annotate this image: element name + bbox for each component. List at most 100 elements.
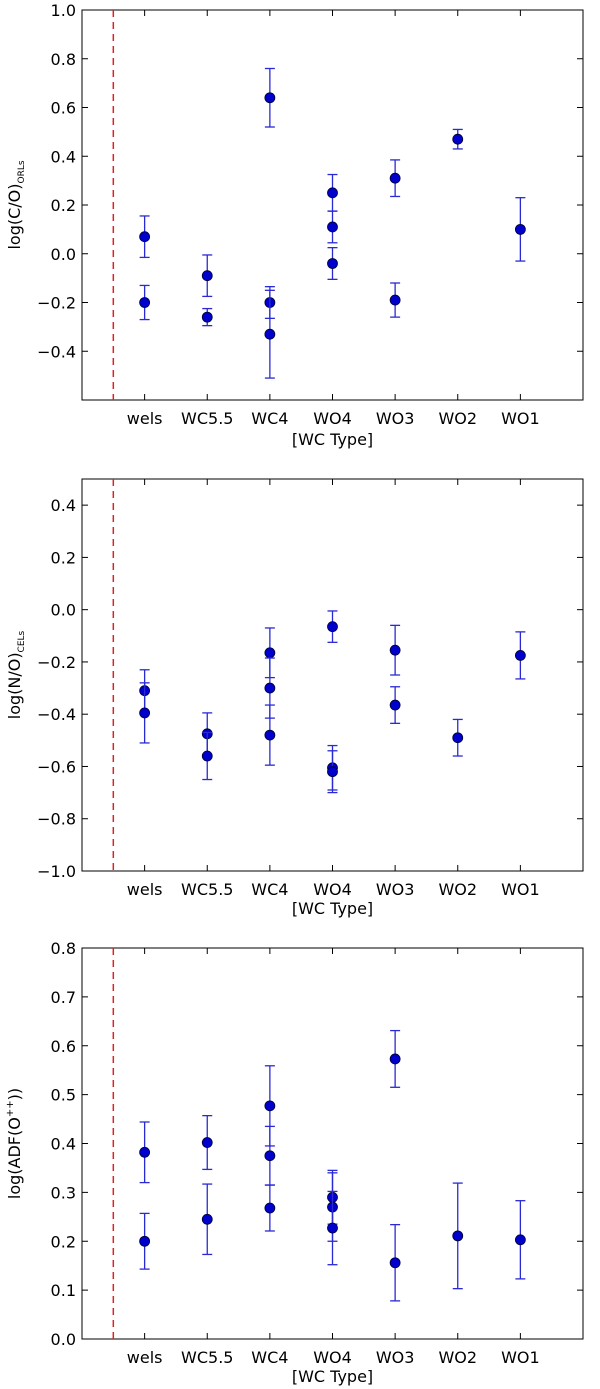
adf-marker: [264, 1100, 276, 1112]
no-marker: [264, 647, 276, 659]
adf-ytick-label: 0.2: [51, 1232, 76, 1251]
co-xtick-label-wo4: WO4: [313, 409, 352, 428]
adf-ytick-label: 0.0: [51, 1330, 76, 1349]
co-xtick-label-wc4: WC4: [251, 409, 288, 428]
adf-marker: [389, 1257, 401, 1269]
adf-ytick-label: 0.3: [51, 1183, 76, 1202]
co-data-point: [264, 289, 276, 379]
chart-panel-adf: 0.0 0.1 0.2 0.3 0.4 0.5 0.6 0.7 0.8 wels WC5.5 WC4 W…: [5, 939, 584, 1386]
adf-data-point: [264, 1184, 276, 1232]
co-xtick-label-wels: wels: [127, 409, 163, 428]
no-marker: [264, 682, 276, 694]
no-marker: [389, 699, 401, 711]
adf-xtick-label-wc5-5: WC5.5: [181, 1348, 233, 1367]
co-marker: [327, 187, 338, 199]
adf-data-point: [514, 1200, 526, 1280]
adf-marker: [514, 1234, 526, 1246]
adf-xtick-label-wo1: WO1: [501, 1348, 540, 1367]
no-ytick-label: −0.4: [37, 705, 76, 724]
co-ytick-label: 0.0: [51, 245, 76, 264]
co-data-point: [327, 247, 338, 280]
co-ytick-label: 1.0: [51, 1, 76, 20]
co-data-point: [264, 67, 276, 128]
no-data-point: [389, 686, 401, 724]
no-data-point: [327, 750, 338, 794]
no-xtick-label-wc4: WC4: [251, 880, 288, 899]
adf-plot-frame: [81, 947, 584, 1340]
no-marker: [327, 621, 338, 633]
co-ytick-label: 0.4: [51, 147, 76, 166]
adf-data-point: [139, 1121, 151, 1184]
no-xtick-label-wo4: WO4: [313, 880, 352, 899]
co-marker: [139, 297, 151, 308]
no-ytick-label: −0.2: [37, 653, 76, 672]
adf-xtick-label-wo3: WO3: [376, 1348, 415, 1367]
co-marker: [389, 172, 401, 184]
no-data-point: [514, 631, 526, 680]
no-marker: [139, 707, 151, 719]
co-marker: [264, 328, 276, 340]
no-marker: [201, 750, 213, 762]
no-x-axis-title: [WC Type]: [292, 899, 373, 918]
adf-data-point: [327, 1190, 338, 1266]
co-data-point: [327, 210, 338, 244]
co-data-point: [452, 128, 464, 150]
adf-marker: [264, 1150, 276, 1162]
co-marker: [514, 223, 526, 235]
no-xtick-label-wels: wels: [127, 880, 163, 899]
chart-panel-no-ratio: −1.0 −0.8 −0.6 −0.4 −0.2 0.0 0.2 0.4 wels WC5.5 WC…: [5, 478, 584, 918]
no-ytick-label: −0.6: [37, 757, 76, 776]
co-marker: [201, 311, 213, 323]
adf-data-point: [452, 1182, 464, 1290]
no-ytick-label: −1.0: [37, 862, 76, 881]
no-marker: [514, 650, 526, 661]
co-marker: [201, 270, 213, 282]
no-ytick-label: 0.4: [51, 496, 76, 515]
co-data-point: [389, 159, 401, 198]
no-marker: [452, 732, 464, 744]
co-marker: [264, 92, 276, 104]
no-ytick-label: 0.0: [51, 601, 76, 620]
co-x-axis-title: [WC Type]: [292, 430, 373, 449]
no-xtick-label-wo2: WO2: [438, 880, 477, 899]
co-data-point: [389, 282, 401, 318]
adf-data-point: [264, 1125, 276, 1186]
co-marker: [327, 258, 338, 269]
co-data-point: [201, 254, 213, 298]
co-y-axis-title: log(C/O)ORLs: [5, 160, 27, 249]
co-marker: [452, 133, 464, 145]
adf-x-axis-title: [WC Type]: [292, 1367, 373, 1386]
no-marker: [389, 644, 401, 656]
adf-ytick-label: 0.8: [51, 939, 76, 958]
adf-marker: [452, 1230, 464, 1242]
co-data-point: [139, 284, 151, 321]
adf-marker: [327, 1222, 338, 1234]
adf-data-point: [389, 1029, 401, 1088]
adf-xtick-label-wels: wels: [127, 1348, 163, 1367]
adf-marker: [139, 1146, 151, 1158]
adf-xtick-label-wc4: WC4: [251, 1348, 288, 1367]
co-ytick-label: −0.2: [37, 294, 76, 313]
co-marker: [327, 221, 338, 233]
no-data-point: [389, 624, 401, 676]
co-marker: [389, 294, 401, 306]
chart-panel-co-ratio: −0.4 −0.2 0.0 0.2 0.4 0.6 0.8 1.0 wels WC5.5 WC4 WO…: [5, 1, 584, 449]
adf-ytick-label: 0.5: [51, 1086, 76, 1105]
co-data-point: [201, 307, 213, 327]
adf-ytick-label: 0.1: [51, 1281, 76, 1300]
adf-xtick-label-wo4: WO4: [313, 1348, 352, 1367]
adf-data-point: [201, 1183, 213, 1256]
co-marker: [139, 231, 151, 243]
no-data-point: [264, 704, 276, 766]
adf-data-point: [389, 1223, 401, 1302]
adf-marker: [201, 1137, 213, 1148]
no-xtick-label-wo3: WO3: [376, 880, 415, 899]
no-data-point: [452, 718, 464, 757]
co-ytick-label: −0.4: [37, 342, 76, 361]
co-data-point: [139, 215, 151, 259]
no-y-axis-title: log(N/O)CELs: [5, 630, 27, 719]
no-xtick-label-wc5-5: WC5.5: [181, 880, 233, 899]
co-xtick-label-wc5-5: WC5.5: [181, 409, 233, 428]
adf-marker: [139, 1235, 151, 1247]
co-xtick-label-wo1: WO1: [501, 409, 540, 428]
